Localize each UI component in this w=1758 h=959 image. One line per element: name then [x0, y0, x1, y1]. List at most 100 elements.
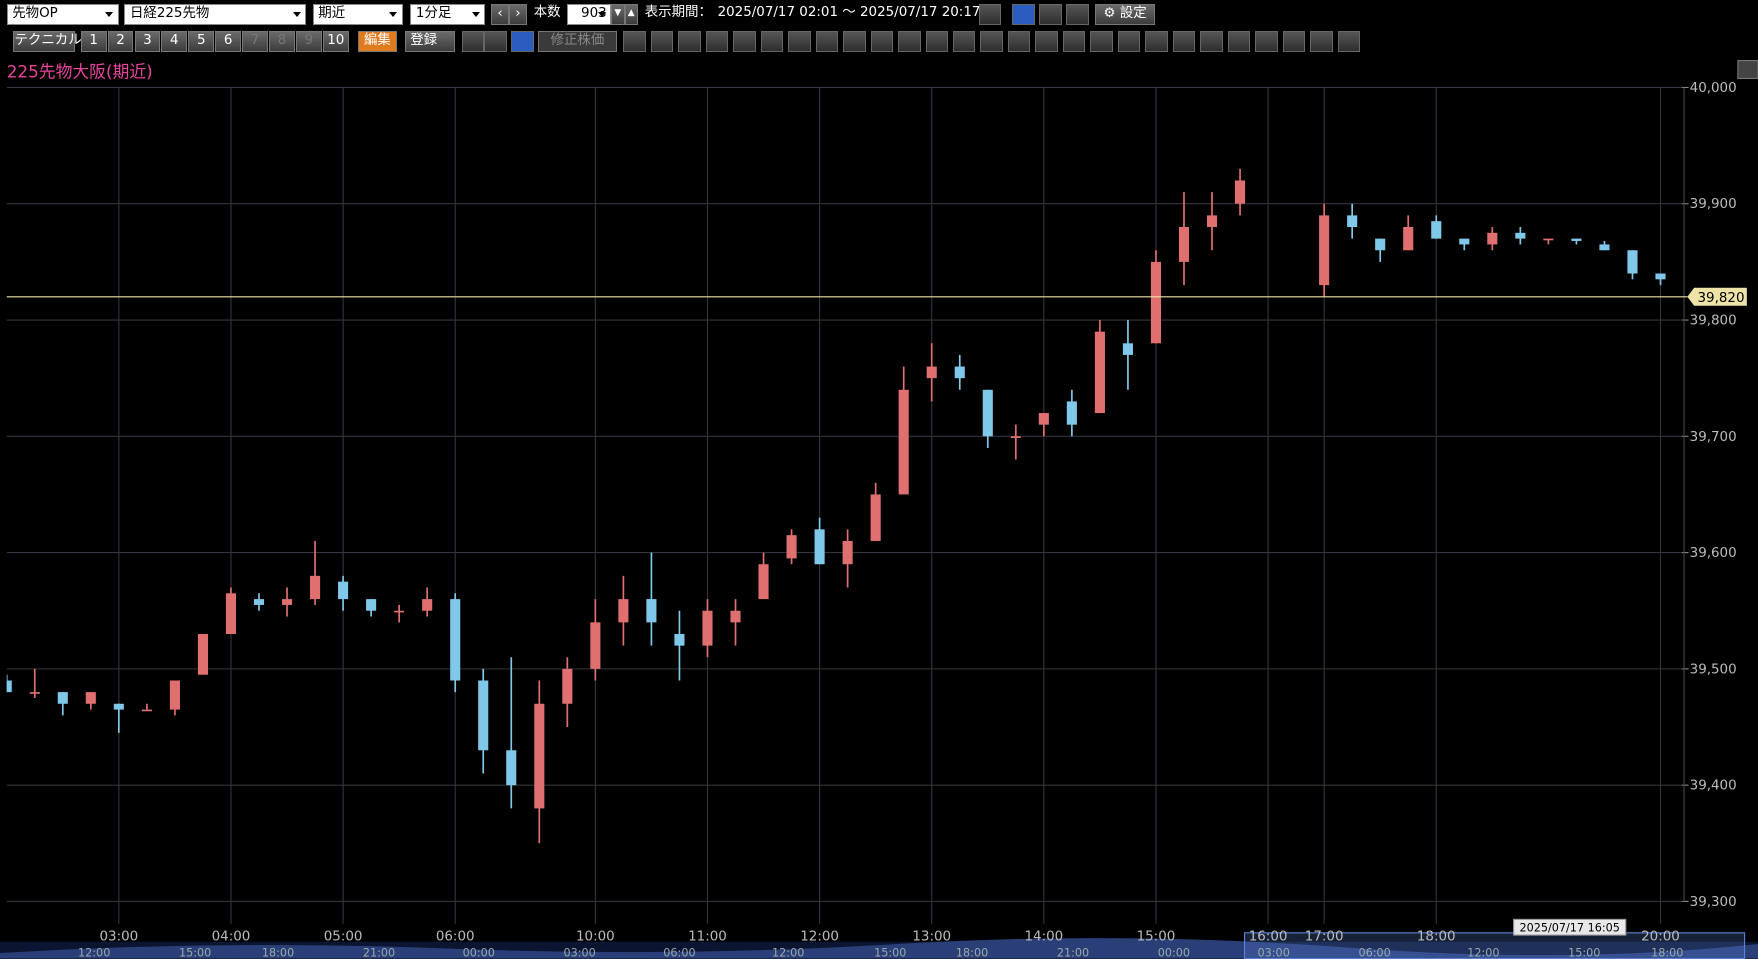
tool-button[interactable] [1117, 31, 1141, 52]
candle-body [1235, 180, 1246, 204]
preset-button[interactable]: 3 [134, 31, 161, 52]
candle-body [1094, 331, 1105, 414]
candle-body [1122, 343, 1133, 355]
x-tick-label: 16:00 [1249, 930, 1288, 945]
zoom-in[interactable] [461, 31, 485, 52]
technical-button[interactable]: テクニカル [13, 31, 82, 52]
market-select[interactable]: 先物OP [6, 4, 119, 25]
navigator-label: 12:00 [78, 946, 110, 958]
next-button[interactable]: › [509, 4, 527, 25]
tool-button[interactable] [705, 31, 729, 52]
candle-body [506, 750, 517, 786]
register-button[interactable]: 登録 [404, 31, 456, 52]
preset-button[interactable]: 8 [269, 31, 295, 52]
tool-button[interactable] [1172, 31, 1196, 52]
y-tick-label: 39,300 [1690, 895, 1737, 910]
period: 2025/07/17 02:01 ～ 2025/07/17 20:17 [717, 5, 981, 21]
interval-select[interactable]: 1分足 [410, 4, 486, 25]
tool-button[interactable] [1007, 31, 1031, 52]
tool-button[interactable] [678, 31, 701, 52]
navigator-label: 03:00 [1258, 946, 1290, 958]
last-price-label: 39,820 [1697, 291, 1744, 306]
x-tick-label: 17:00 [1305, 930, 1344, 945]
count-down[interactable]: ▼ [611, 4, 625, 25]
tool-button[interactable] [650, 31, 674, 52]
preset-button[interactable]: 5 [188, 31, 215, 52]
candle-body [141, 709, 152, 712]
x-tick-label: 13:00 [912, 930, 951, 945]
tool-button[interactable] [760, 31, 784, 52]
tooltip-box [1513, 918, 1627, 936]
preset-button[interactable]: 6 [215, 31, 242, 52]
preset-button[interactable]: 2 [107, 31, 134, 52]
tool-button[interactable] [980, 31, 1003, 52]
tool-button[interactable] [1090, 31, 1113, 52]
tool-button[interactable] [733, 31, 756, 52]
candle-body [618, 599, 629, 623]
preset-button[interactable]: 10 [322, 31, 349, 52]
symbol-select[interactable]: 日経225先物 [124, 4, 307, 25]
preset-button[interactable]: 4 [161, 31, 188, 52]
preset-button[interactable]: 9 [295, 31, 322, 52]
preset-button[interactable]: 1 [80, 31, 107, 52]
export-button[interactable] [1066, 4, 1089, 25]
candle-body [478, 680, 489, 751]
tool-button[interactable] [1062, 31, 1086, 52]
settings-button[interactable]: ⚙ 設定 [1095, 4, 1155, 25]
tool-button[interactable] [870, 31, 894, 52]
count-up[interactable]: ▲ [624, 4, 638, 25]
navigator-label: 00:00 [463, 946, 495, 958]
tool-button[interactable] [925, 31, 948, 52]
tool-button[interactable] [1200, 31, 1223, 52]
undo-button[interactable] [978, 4, 1002, 25]
tool-button[interactable] [1255, 31, 1278, 52]
count-input[interactable]: 903 [567, 4, 612, 25]
tool-button[interactable] [1282, 31, 1306, 52]
candle-body [394, 610, 405, 613]
candle-body [758, 564, 769, 600]
contract-select[interactable]: 期近 [312, 4, 403, 25]
tool-button[interactable] [1035, 31, 1058, 52]
navigator-label: 06:00 [1358, 946, 1390, 958]
candle-body [814, 529, 825, 565]
navigator-label: 12:00 [772, 946, 804, 958]
tool-button[interactable] [1145, 31, 1168, 52]
adjusted-select[interactable]: 修正株価 [538, 31, 617, 52]
candle-body [366, 599, 377, 611]
candle-body [674, 633, 685, 646]
chart-button[interactable] [1012, 4, 1035, 25]
tool-button[interactable] [1310, 31, 1333, 52]
candle-body [534, 703, 545, 809]
candle-body [6, 680, 12, 693]
candle-body [1487, 232, 1498, 245]
x-tick-label: 11:00 [688, 930, 727, 945]
x-tick-label: 15:00 [1137, 930, 1176, 945]
edit-button[interactable]: 編集 [357, 31, 397, 52]
preset-button[interactable]: 7 [242, 31, 268, 52]
tool-button[interactable] [953, 31, 976, 52]
navigator-label: 15:00 [1568, 946, 1600, 958]
collapse-button[interactable] [1737, 59, 1758, 80]
candles [6, 168, 1666, 844]
candle-body [1403, 226, 1414, 251]
prev-button[interactable]: ‹ [491, 4, 510, 25]
navigator-window[interactable] [1243, 932, 1746, 959]
tool-button[interactable] [815, 31, 839, 52]
tool-button[interactable] [788, 31, 811, 52]
tool-button[interactable] [1227, 31, 1251, 52]
tooltip: 2025/07/17 16:05 [1519, 922, 1619, 935]
tool-button[interactable] [623, 31, 646, 52]
tool-button[interactable] [898, 31, 921, 52]
candle-body [450, 599, 461, 681]
y-tick-label: 39,900 [1690, 197, 1737, 212]
candle-body [1038, 413, 1049, 425]
tool-button[interactable] [1337, 31, 1360, 52]
x-tick-label: 14:00 [1024, 930, 1063, 945]
y-tick-label: 39,400 [1690, 779, 1737, 794]
zoom-out[interactable] [484, 31, 507, 52]
tool-button[interactable] [843, 31, 866, 52]
print-button[interactable] [1039, 4, 1062, 25]
crosshair[interactable] [511, 31, 534, 52]
navigator-label: 18:00 [262, 946, 294, 958]
